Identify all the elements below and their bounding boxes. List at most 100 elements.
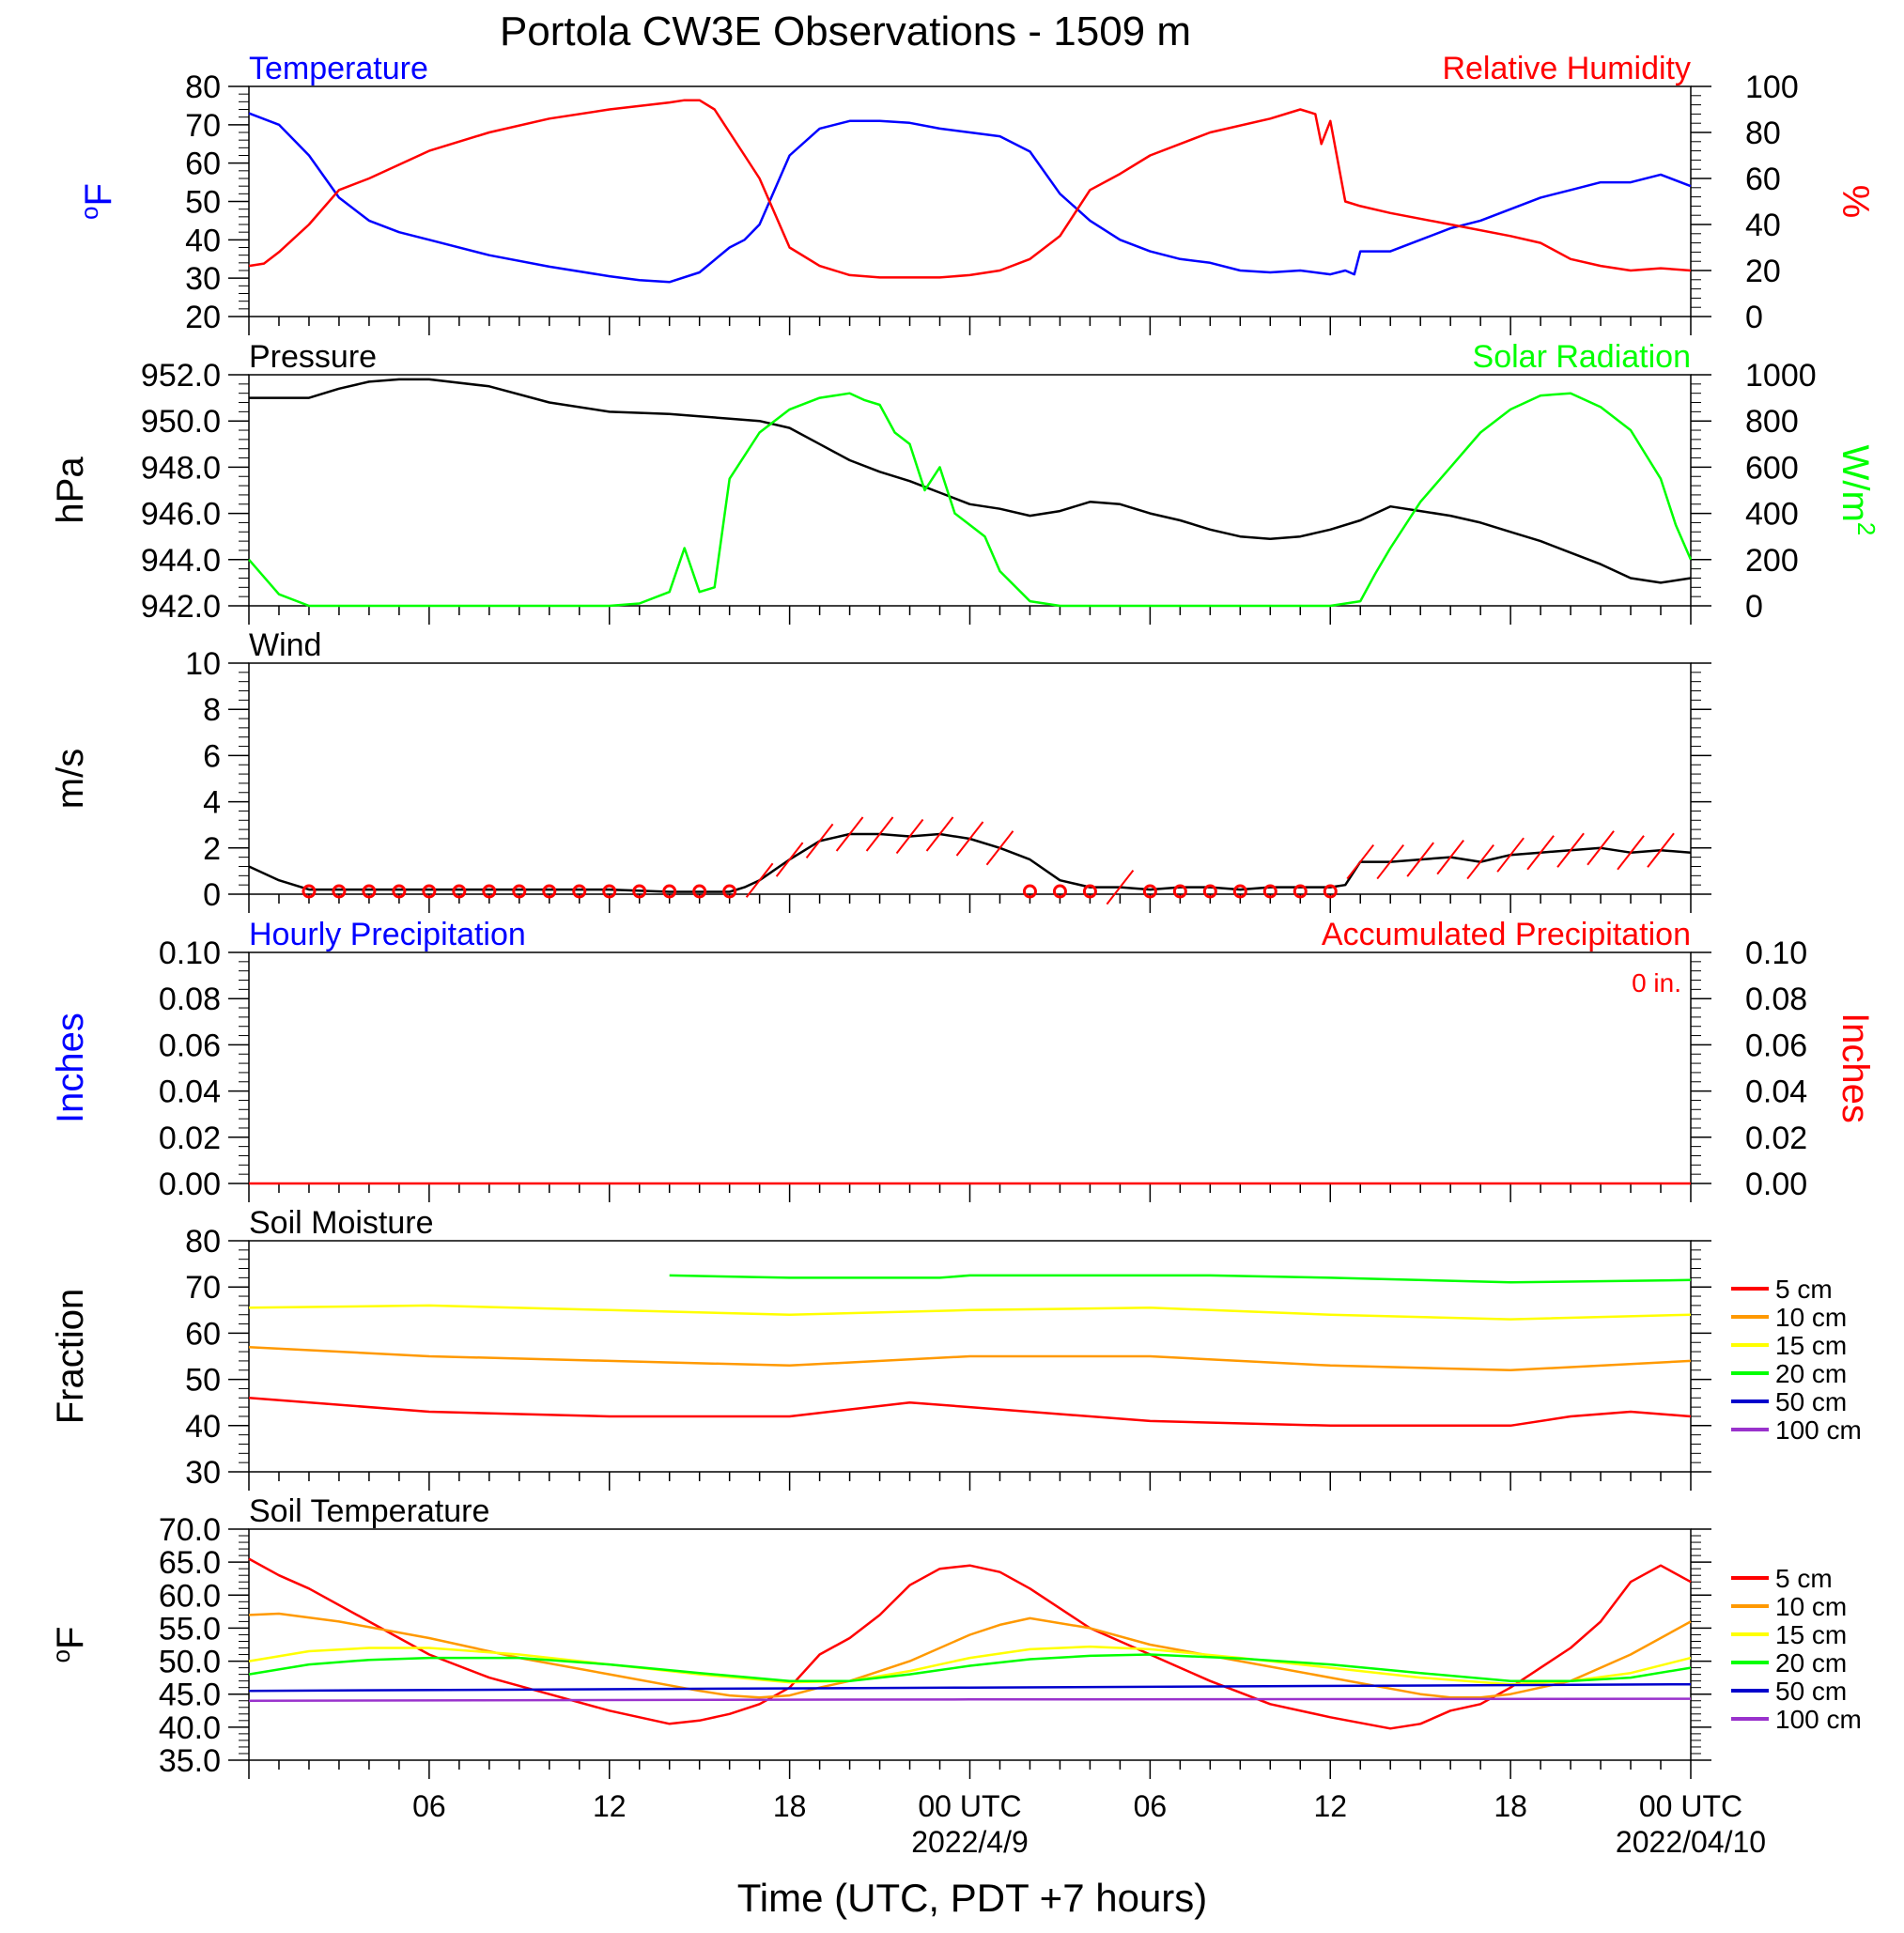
series-line-100-cm (248, 1697, 1692, 1702)
y-right-tick-label: 200 (1745, 543, 1799, 579)
series-line-1 (248, 392, 1693, 608)
y-tick-label: 50 (185, 185, 221, 221)
wind-barb (1647, 832, 1675, 868)
calm-wind-marker (482, 884, 497, 899)
series-line-15-cm (248, 1304, 1692, 1321)
calm-wind-marker (1262, 884, 1277, 899)
x-tick-label: 18 (773, 1789, 807, 1823)
calm-wind-marker (692, 884, 707, 899)
plot-frame (248, 1528, 1692, 1761)
y-axis-label: Inches (50, 1013, 91, 1123)
panel-pressure_solar: 952.0 950.0 948.0 946.0 944.0 942.0 1000 800 600… (50, 339, 1881, 625)
panel-precip: 0.10 0.08 0.06 0.04 0.02 0.00 0.10 0.08 0.06 0.04… (50, 917, 1876, 1202)
calm-wind-marker (512, 884, 527, 899)
panel-left-title: Wind (249, 627, 321, 663)
y-tick-label: 0.10 (159, 936, 221, 971)
wind-barb (1436, 840, 1464, 875)
series-line-5-cm (248, 1397, 1692, 1428)
x-date-label: 2022/4/9 (911, 1825, 1029, 1859)
wind-barb (805, 823, 834, 859)
wind-barb (1496, 837, 1525, 873)
y-right-tick-label: 600 (1745, 450, 1799, 486)
legend-label: 15 cm (1775, 1331, 1847, 1360)
x-date-label: 2022/04/10 (1616, 1825, 1766, 1859)
y-right-tick-label: 20 (1745, 254, 1781, 289)
wind-barb (1466, 843, 1494, 880)
plot-frame (248, 662, 1692, 895)
y-tick-label: 45.0 (159, 1678, 221, 1713)
calm-wind-marker (722, 884, 737, 899)
y-tick-label: 0.04 (159, 1075, 221, 1110)
y-axis-label: m/s (50, 749, 91, 809)
calm-wind-marker (1082, 884, 1097, 899)
y-tick-label: 70.0 (159, 1512, 221, 1548)
y-tick-label: 952.0 (141, 358, 221, 394)
legend-label: 5 cm (1775, 1275, 1833, 1304)
y-tick-label: 40 (185, 1409, 221, 1445)
y-tick-label: 65.0 (159, 1545, 221, 1581)
y-tick-label: 50.0 (159, 1645, 221, 1680)
wind-barb (895, 818, 924, 855)
y-tick-label: 20 (185, 300, 221, 335)
legend-label: 50 cm (1775, 1387, 1847, 1416)
series-line-1 (248, 99, 1692, 279)
y-tick-label: 2 (203, 831, 221, 867)
x-tick-label: 18 (1494, 1789, 1527, 1823)
y-tick-label: 30 (185, 1455, 221, 1491)
chart-title: Portola CW3E Observations - 1509 m (500, 8, 1191, 54)
calm-wind-marker (572, 884, 587, 899)
x-tick-label: 06 (412, 1789, 446, 1823)
y-tick-label: 0.06 (159, 1028, 221, 1063)
y-tick-label: 80 (185, 70, 221, 105)
y-tick-label: 948.0 (141, 450, 221, 486)
y-tick-label: 944.0 (141, 543, 221, 579)
y-tick-label: 946.0 (141, 497, 221, 533)
wind-barb (985, 830, 1014, 866)
calm-wind-marker (302, 884, 317, 899)
y-right-tick-label: 0.06 (1745, 1028, 1807, 1063)
y-tick-label: 60.0 (159, 1578, 221, 1614)
y-right-tick-label: 0.04 (1745, 1075, 1807, 1110)
calm-wind-marker (1293, 884, 1308, 899)
legend-label: 100 cm (1775, 1705, 1862, 1734)
y-right-axis-label: W/m2 (1834, 445, 1881, 536)
calm-wind-marker (1142, 884, 1157, 899)
panel-left-title: Temperature (249, 51, 428, 86)
y-right-tick-label: 0 (1745, 589, 1763, 625)
legend-label: 5 cm (1775, 1564, 1833, 1593)
legend-label: 20 cm (1775, 1648, 1847, 1678)
wind-barb (745, 862, 774, 898)
x-tick-label: 06 (1134, 1789, 1168, 1823)
y-tick-label: 35.0 (159, 1743, 221, 1779)
y-tick-label: 60 (185, 147, 221, 182)
y-right-tick-label: 100 (1745, 70, 1799, 105)
calm-wind-marker (1052, 884, 1067, 899)
y-tick-label: 60 (185, 1316, 221, 1352)
y-right-tick-label: 0 (1745, 300, 1763, 335)
x-axis-title: Time (UTC, PDT +7 hours) (737, 1876, 1208, 1920)
legend-label: 100 cm (1775, 1415, 1862, 1445)
panel-left-title: Hourly Precipitation (249, 917, 526, 952)
calm-wind-marker (632, 884, 647, 899)
panel-right-title: Solar Radiation (1473, 339, 1691, 375)
calm-wind-marker (542, 884, 557, 899)
panel-wind: 10 8 6 4 2 0 Wind m/s (50, 627, 1711, 913)
y-tick-label: 0.08 (159, 982, 221, 1017)
calm-wind-marker (422, 884, 437, 899)
wind-barb (1587, 830, 1615, 866)
y-tick-label: 80 (185, 1224, 221, 1260)
plot-frame (248, 85, 1692, 317)
calm-wind-marker (452, 884, 467, 899)
y-right-tick-label: 0.00 (1745, 1167, 1807, 1202)
y-tick-label: 942.0 (141, 589, 221, 625)
plot-frame (248, 951, 1692, 1184)
legend-label: 50 cm (1775, 1677, 1847, 1706)
y-right-tick-label: 0.02 (1745, 1121, 1807, 1156)
y-tick-label: 8 (203, 692, 221, 728)
y-tick-label: 40 (185, 223, 221, 258)
calm-wind-marker (662, 884, 677, 899)
y-tick-label: 50 (185, 1363, 221, 1399)
y-tick-label: 70 (185, 1270, 221, 1306)
wind-barb (865, 816, 894, 852)
